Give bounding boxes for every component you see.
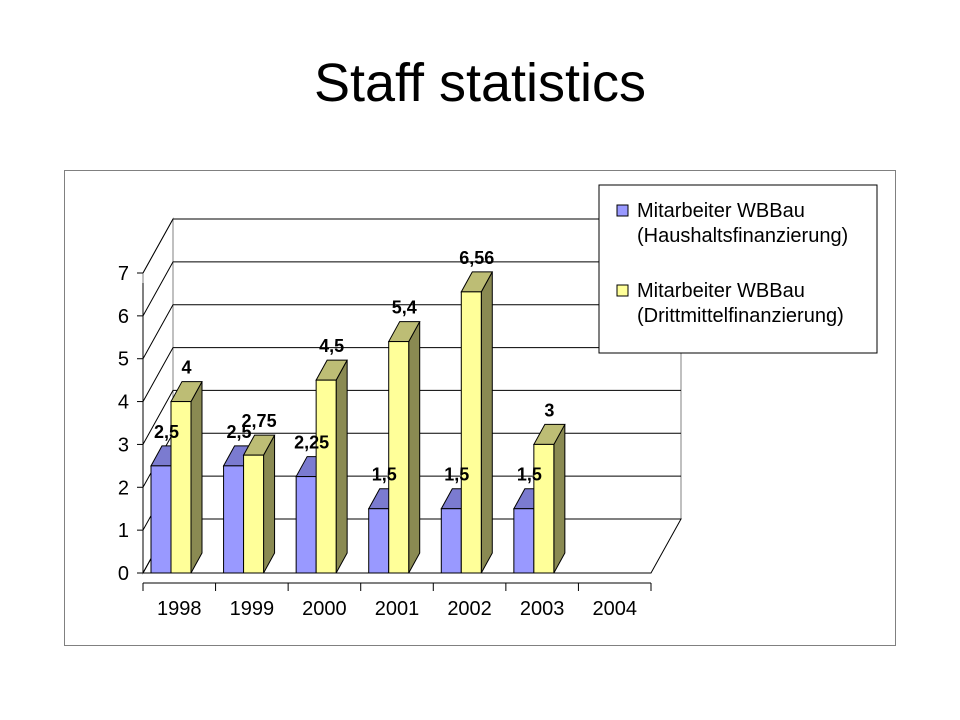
y-tick-label: 6	[118, 306, 129, 328]
y-tick-label: 3	[118, 434, 129, 456]
chart-frame: 0 1 2 3 4 5 6 7 1998 1999 2000 2001 2002 2003 2004 2,…	[64, 170, 896, 646]
bar-front	[150, 465, 172, 574]
x-axis-ticks: 1998 1999 2000 2001 2002 2003 2004	[142, 582, 652, 620]
bar-drittmittel-2001	[387, 321, 421, 574]
x-tick-label: 2001	[375, 598, 420, 620]
data-label: 2,75	[242, 411, 277, 431]
data-label: 2,5	[227, 422, 252, 442]
bar-drittmittel-2003	[533, 423, 566, 574]
legend: Mitarbeiter WBBau (Haushaltsfinanzierung)…	[598, 184, 878, 354]
data-label: 4	[181, 358, 191, 378]
legend-swatch	[616, 284, 629, 297]
y-tick-label: 7	[118, 263, 129, 285]
data-label: 6,56	[459, 248, 494, 268]
legend-label: Mitarbeiter WBBau	[637, 200, 805, 222]
legend-label: Mitarbeiter WBBau	[637, 280, 805, 302]
data-labels: 2,542,52,752,254,51,55,41,56,561,53	[154, 248, 554, 485]
gridline	[142, 389, 681, 445]
bar-side	[553, 424, 566, 574]
bar-front	[388, 341, 410, 574]
bar-front	[368, 508, 390, 574]
gridline	[142, 347, 681, 402]
y-tick-label: 4	[118, 392, 129, 414]
chart: 0 1 2 3 4 5 6 7 1998 1999 2000 2001 2002 2003 2004 2,…	[118, 184, 878, 620]
data-label: 1,5	[517, 465, 542, 485]
bar-front	[243, 454, 265, 574]
bar-side	[190, 381, 203, 574]
legend-box	[598, 184, 878, 354]
y-tick-label: 1	[118, 520, 129, 542]
bar-front	[315, 379, 337, 574]
bar-front	[223, 465, 245, 574]
bar-drittmittel-2002	[460, 271, 494, 574]
legend-label: (Drittmittelfinanzierung)	[637, 305, 844, 327]
x-tick-label: 2004	[592, 598, 637, 620]
x-tick-label: 2000	[302, 598, 347, 620]
gridline	[142, 304, 681, 359]
gridline	[142, 218, 681, 274]
bars	[150, 271, 566, 574]
bar-side	[480, 271, 493, 574]
y-axis-ticks: 0 1 2 3 4 5 6 7	[118, 263, 144, 585]
x-tick-label: 1999	[230, 598, 275, 620]
x-tick-label: 2003	[520, 598, 565, 620]
x-tick-label: 1998	[157, 598, 202, 620]
bar-drittmittel-1999	[242, 434, 276, 574]
data-label: 5,4	[392, 298, 417, 318]
data-label: 3	[544, 400, 554, 420]
y-tick-label: 2	[118, 477, 129, 499]
bar-front	[440, 508, 462, 574]
bar-front	[460, 291, 482, 574]
legend-swatch	[616, 204, 629, 217]
bar-side	[408, 321, 421, 574]
data-label: 1,5	[444, 465, 469, 485]
y-tick-label: 0	[118, 563, 129, 585]
slide-title: Staff statistics	[313, 53, 647, 113]
data-label: 4,5	[319, 336, 344, 356]
data-label: 2,25	[294, 433, 329, 453]
bar-front	[295, 476, 317, 574]
gridline	[142, 261, 681, 317]
x-tick-label: 2002	[447, 598, 492, 620]
legend-label: (Haushaltsfinanzierung)	[637, 225, 848, 247]
data-label: 2,5	[154, 422, 179, 442]
bar-side	[263, 434, 276, 574]
bar-front	[513, 508, 535, 574]
data-label: 1,5	[372, 465, 397, 485]
bar-side	[335, 359, 348, 574]
bar-drittmittel-2000	[315, 359, 348, 574]
bar-front	[170, 401, 192, 574]
bar-drittmittel-1998	[170, 381, 203, 574]
y-tick-label: 5	[118, 349, 129, 371]
bar-front	[533, 443, 555, 574]
